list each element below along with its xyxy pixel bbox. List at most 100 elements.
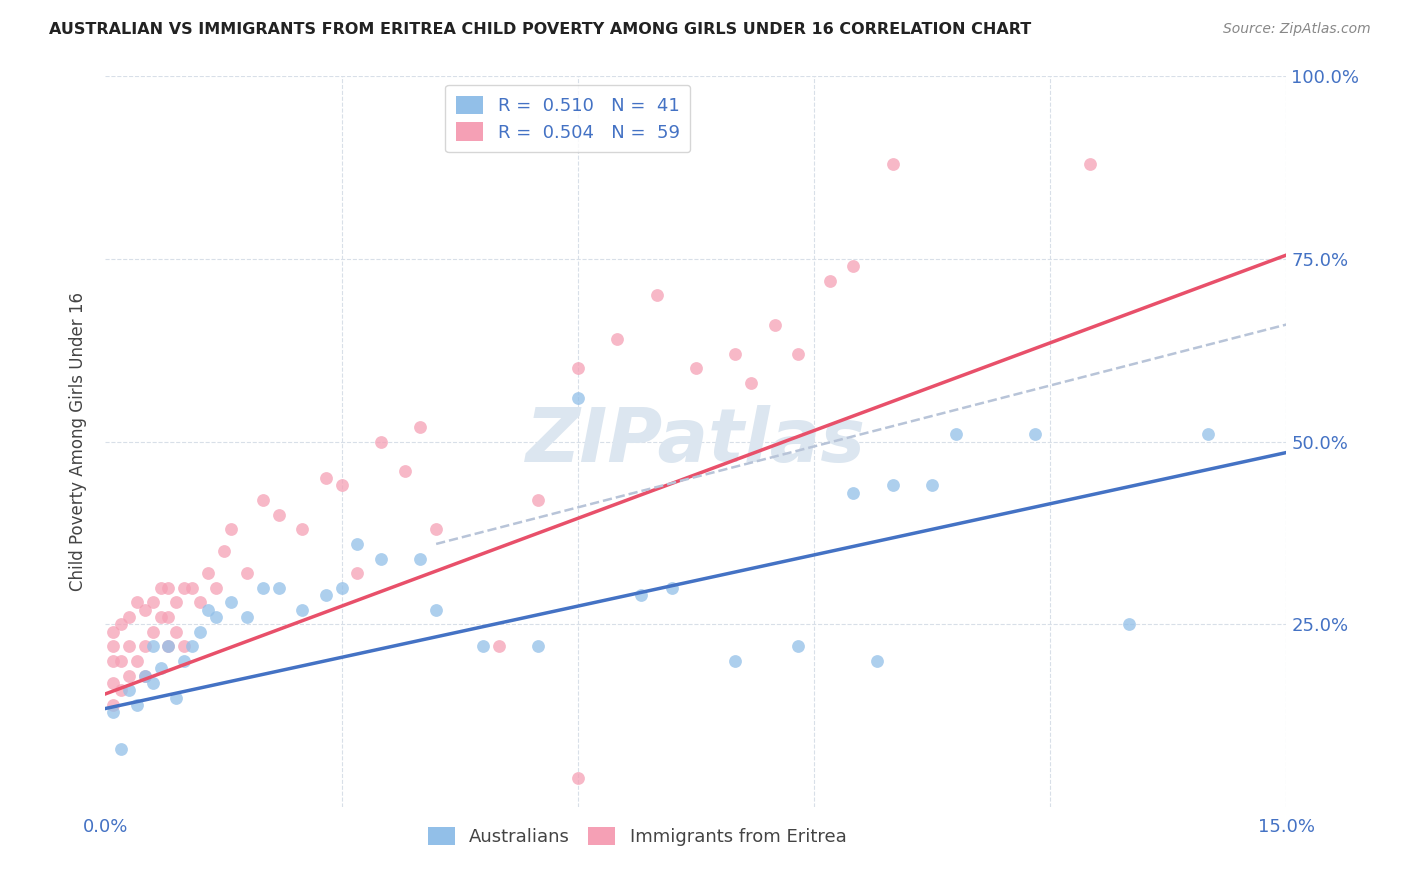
Point <box>165 690 187 705</box>
Point <box>188 624 211 639</box>
Point <box>221 522 243 536</box>
Point <box>103 624 125 639</box>
Point <box>134 668 156 682</box>
Point <box>409 551 432 566</box>
Point <box>409 420 432 434</box>
Point <box>134 640 156 654</box>
Point <box>157 610 180 624</box>
Point <box>842 485 865 500</box>
Point <box>142 624 165 639</box>
Point <box>110 683 132 698</box>
Point <box>118 683 141 698</box>
Point <box>291 603 314 617</box>
Point <box>488 640 510 654</box>
Point <box>1118 617 1140 632</box>
Point <box>724 347 747 361</box>
Point <box>945 427 967 442</box>
Point <box>787 347 810 361</box>
Point <box>165 624 187 639</box>
Point <box>818 274 841 288</box>
Point <box>110 654 132 668</box>
Point <box>866 654 889 668</box>
Point <box>606 332 628 346</box>
Point <box>103 676 125 690</box>
Point <box>346 566 368 581</box>
Point <box>567 771 589 785</box>
Legend: Australians, Immigrants from Eritrea: Australians, Immigrants from Eritrea <box>420 819 853 853</box>
Point <box>181 581 204 595</box>
Point <box>630 588 652 602</box>
Point <box>165 595 187 609</box>
Point <box>212 544 235 558</box>
Point <box>370 551 392 566</box>
Point <box>118 668 141 682</box>
Point <box>527 640 550 654</box>
Point <box>370 434 392 449</box>
Point <box>125 698 148 712</box>
Point <box>149 610 172 624</box>
Point <box>110 741 132 756</box>
Point <box>567 361 589 376</box>
Point <box>567 391 589 405</box>
Point <box>103 705 125 719</box>
Point <box>527 493 550 508</box>
Point <box>142 640 165 654</box>
Point <box>1197 427 1219 442</box>
Point <box>157 640 180 654</box>
Point <box>173 581 195 595</box>
Point <box>740 376 762 390</box>
Point <box>125 595 148 609</box>
Point <box>188 595 211 609</box>
Point <box>1078 156 1101 170</box>
Point <box>472 640 495 654</box>
Point <box>173 640 195 654</box>
Point <box>315 588 337 602</box>
Point <box>197 603 219 617</box>
Point <box>842 259 865 273</box>
Text: AUSTRALIAN VS IMMIGRANTS FROM ERITREA CHILD POVERTY AMONG GIRLS UNDER 16 CORRELA: AUSTRALIAN VS IMMIGRANTS FROM ERITREA CH… <box>49 22 1032 37</box>
Point <box>110 617 132 632</box>
Point <box>291 522 314 536</box>
Point <box>236 610 259 624</box>
Point <box>134 603 156 617</box>
Point <box>103 654 125 668</box>
Point <box>645 288 668 302</box>
Point <box>236 566 259 581</box>
Point <box>252 493 274 508</box>
Point <box>330 478 353 492</box>
Point <box>149 581 172 595</box>
Point <box>118 610 141 624</box>
Point <box>118 640 141 654</box>
Point <box>125 654 148 668</box>
Point <box>142 676 165 690</box>
Point <box>921 478 943 492</box>
Text: ZIPatlas: ZIPatlas <box>526 405 866 478</box>
Point <box>1024 427 1046 442</box>
Point <box>787 640 810 654</box>
Point <box>103 698 125 712</box>
Point <box>149 661 172 675</box>
Point <box>221 595 243 609</box>
Point <box>724 654 747 668</box>
Point <box>173 654 195 668</box>
Point <box>882 156 904 170</box>
Point <box>252 581 274 595</box>
Point <box>204 610 226 624</box>
Point <box>425 603 447 617</box>
Point <box>330 581 353 595</box>
Point <box>103 640 125 654</box>
Point <box>181 640 204 654</box>
Point <box>661 581 683 595</box>
Point <box>142 595 165 609</box>
Point <box>157 581 180 595</box>
Point <box>346 537 368 551</box>
Y-axis label: Child Poverty Among Girls Under 16: Child Poverty Among Girls Under 16 <box>69 292 87 591</box>
Point <box>685 361 707 376</box>
Point <box>315 471 337 485</box>
Point <box>197 566 219 581</box>
Point <box>394 464 416 478</box>
Point <box>157 640 180 654</box>
Point <box>425 522 447 536</box>
Point <box>882 478 904 492</box>
Point <box>267 581 290 595</box>
